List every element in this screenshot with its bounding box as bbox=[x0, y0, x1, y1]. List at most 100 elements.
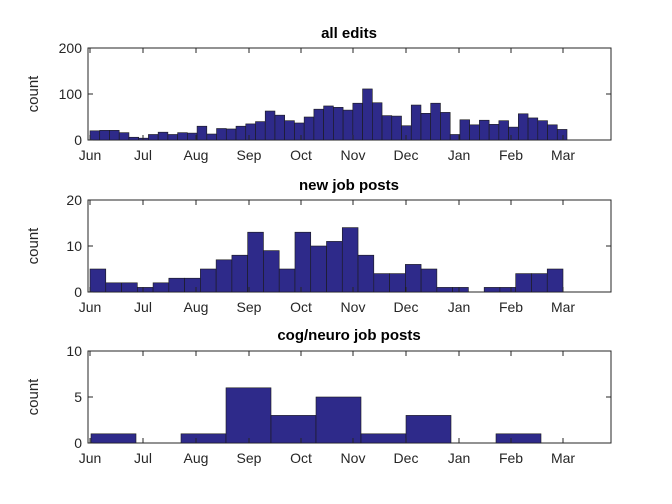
bar bbox=[410, 104, 422, 141]
bar bbox=[556, 129, 568, 141]
bar bbox=[469, 124, 480, 141]
y-tick-label: 10 bbox=[66, 343, 82, 359]
chart-new-job-posts: Jun Jul Aug Sep Oct Nov Dec Jan Feb Mar 0 10 20 count… bbox=[25, 177, 612, 315]
x-tick-label: Feb bbox=[499, 450, 523, 466]
chart-title: cog/neuro job posts bbox=[277, 327, 420, 344]
x-tick-label: Oct bbox=[290, 299, 312, 315]
bar bbox=[231, 254, 248, 293]
bar bbox=[247, 231, 264, 293]
bar bbox=[342, 109, 354, 141]
bar bbox=[89, 130, 101, 141]
bar bbox=[167, 134, 178, 141]
x-tick-label: Feb bbox=[499, 299, 523, 315]
bar bbox=[323, 105, 334, 141]
bar bbox=[341, 227, 359, 293]
bar bbox=[420, 113, 432, 141]
bar bbox=[315, 396, 362, 444]
bar bbox=[225, 128, 237, 141]
bar bbox=[498, 120, 509, 141]
chart-all-edits: Jun Jul Aug Sep Oct Nov Dec Jan Feb Mar 0 100 200 cou… bbox=[25, 25, 612, 163]
bar bbox=[372, 102, 383, 141]
bar bbox=[177, 132, 188, 141]
bar bbox=[278, 268, 296, 293]
bar bbox=[215, 259, 233, 293]
bar bbox=[326, 241, 343, 293]
bar bbox=[235, 125, 247, 141]
bar bbox=[196, 125, 208, 141]
bar bbox=[264, 110, 276, 141]
y-axis-label: count bbox=[25, 227, 42, 265]
bar bbox=[294, 231, 312, 293]
bar bbox=[128, 136, 139, 141]
bar bbox=[508, 126, 519, 141]
bar bbox=[440, 112, 451, 141]
bar bbox=[515, 273, 532, 293]
bar bbox=[89, 268, 107, 293]
x-tick-label: Jul bbox=[134, 450, 152, 466]
x-tick-label: Nov bbox=[341, 299, 366, 315]
bar bbox=[274, 114, 285, 141]
bar bbox=[303, 116, 315, 141]
y-tick-label: 0 bbox=[74, 284, 82, 300]
bar bbox=[405, 264, 422, 293]
bar bbox=[488, 124, 500, 141]
bar bbox=[255, 121, 266, 141]
bar bbox=[518, 113, 529, 141]
bar bbox=[168, 277, 185, 293]
bar bbox=[180, 433, 227, 444]
bar bbox=[483, 287, 501, 293]
bar bbox=[216, 128, 227, 141]
bar bbox=[449, 134, 461, 141]
bar bbox=[263, 250, 280, 293]
x-tick-label: Jan bbox=[448, 299, 471, 315]
x-tick-label: Jun bbox=[79, 450, 102, 466]
x-tick-label: Sep bbox=[237, 147, 262, 163]
bar bbox=[270, 415, 317, 444]
y-tick-label: 5 bbox=[74, 389, 82, 405]
bar bbox=[360, 433, 407, 444]
bar bbox=[362, 88, 373, 141]
bar bbox=[547, 124, 558, 141]
bar bbox=[90, 433, 137, 444]
chart-title: new job posts bbox=[299, 177, 399, 194]
bar bbox=[546, 268, 564, 293]
x-tick-label: Jan bbox=[448, 450, 471, 466]
x-tick-label: Oct bbox=[290, 450, 312, 466]
y-tick-label: 10 bbox=[66, 238, 82, 254]
x-tick-label: Nov bbox=[341, 147, 366, 163]
x-tick-label: Sep bbox=[237, 450, 262, 466]
x-tick-label: Sep bbox=[237, 299, 262, 315]
x-tick-label: Dec bbox=[394, 147, 419, 163]
x-tick-label: Dec bbox=[394, 299, 419, 315]
bar bbox=[391, 115, 402, 141]
bar bbox=[148, 134, 159, 141]
bar bbox=[373, 273, 390, 293]
bar bbox=[121, 282, 138, 293]
bar bbox=[284, 120, 295, 141]
bar bbox=[99, 130, 110, 141]
x-tick-label: Jan bbox=[448, 147, 471, 163]
bar bbox=[527, 117, 539, 141]
x-tick-label: Jun bbox=[79, 147, 102, 163]
bar bbox=[459, 119, 470, 141]
x-tick-label: Mar bbox=[551, 147, 575, 163]
bar bbox=[109, 130, 120, 141]
y-axis-label: count bbox=[25, 378, 42, 416]
bar bbox=[138, 137, 149, 141]
bar bbox=[137, 287, 154, 293]
y-tick-label: 0 bbox=[74, 435, 82, 451]
x-tick-label: Jul bbox=[134, 299, 152, 315]
bar bbox=[389, 273, 406, 293]
y-tick-label: 200 bbox=[59, 40, 83, 56]
y-tick-label: 20 bbox=[66, 192, 82, 208]
x-tick-label: Oct bbox=[290, 147, 312, 163]
bar bbox=[310, 245, 327, 293]
x-tick-label: Mar bbox=[551, 299, 575, 315]
bar bbox=[313, 108, 324, 141]
bar bbox=[333, 107, 344, 141]
bar bbox=[206, 133, 217, 141]
bar bbox=[184, 277, 201, 293]
bar bbox=[357, 254, 375, 293]
x-tick-label: Aug bbox=[184, 299, 209, 315]
